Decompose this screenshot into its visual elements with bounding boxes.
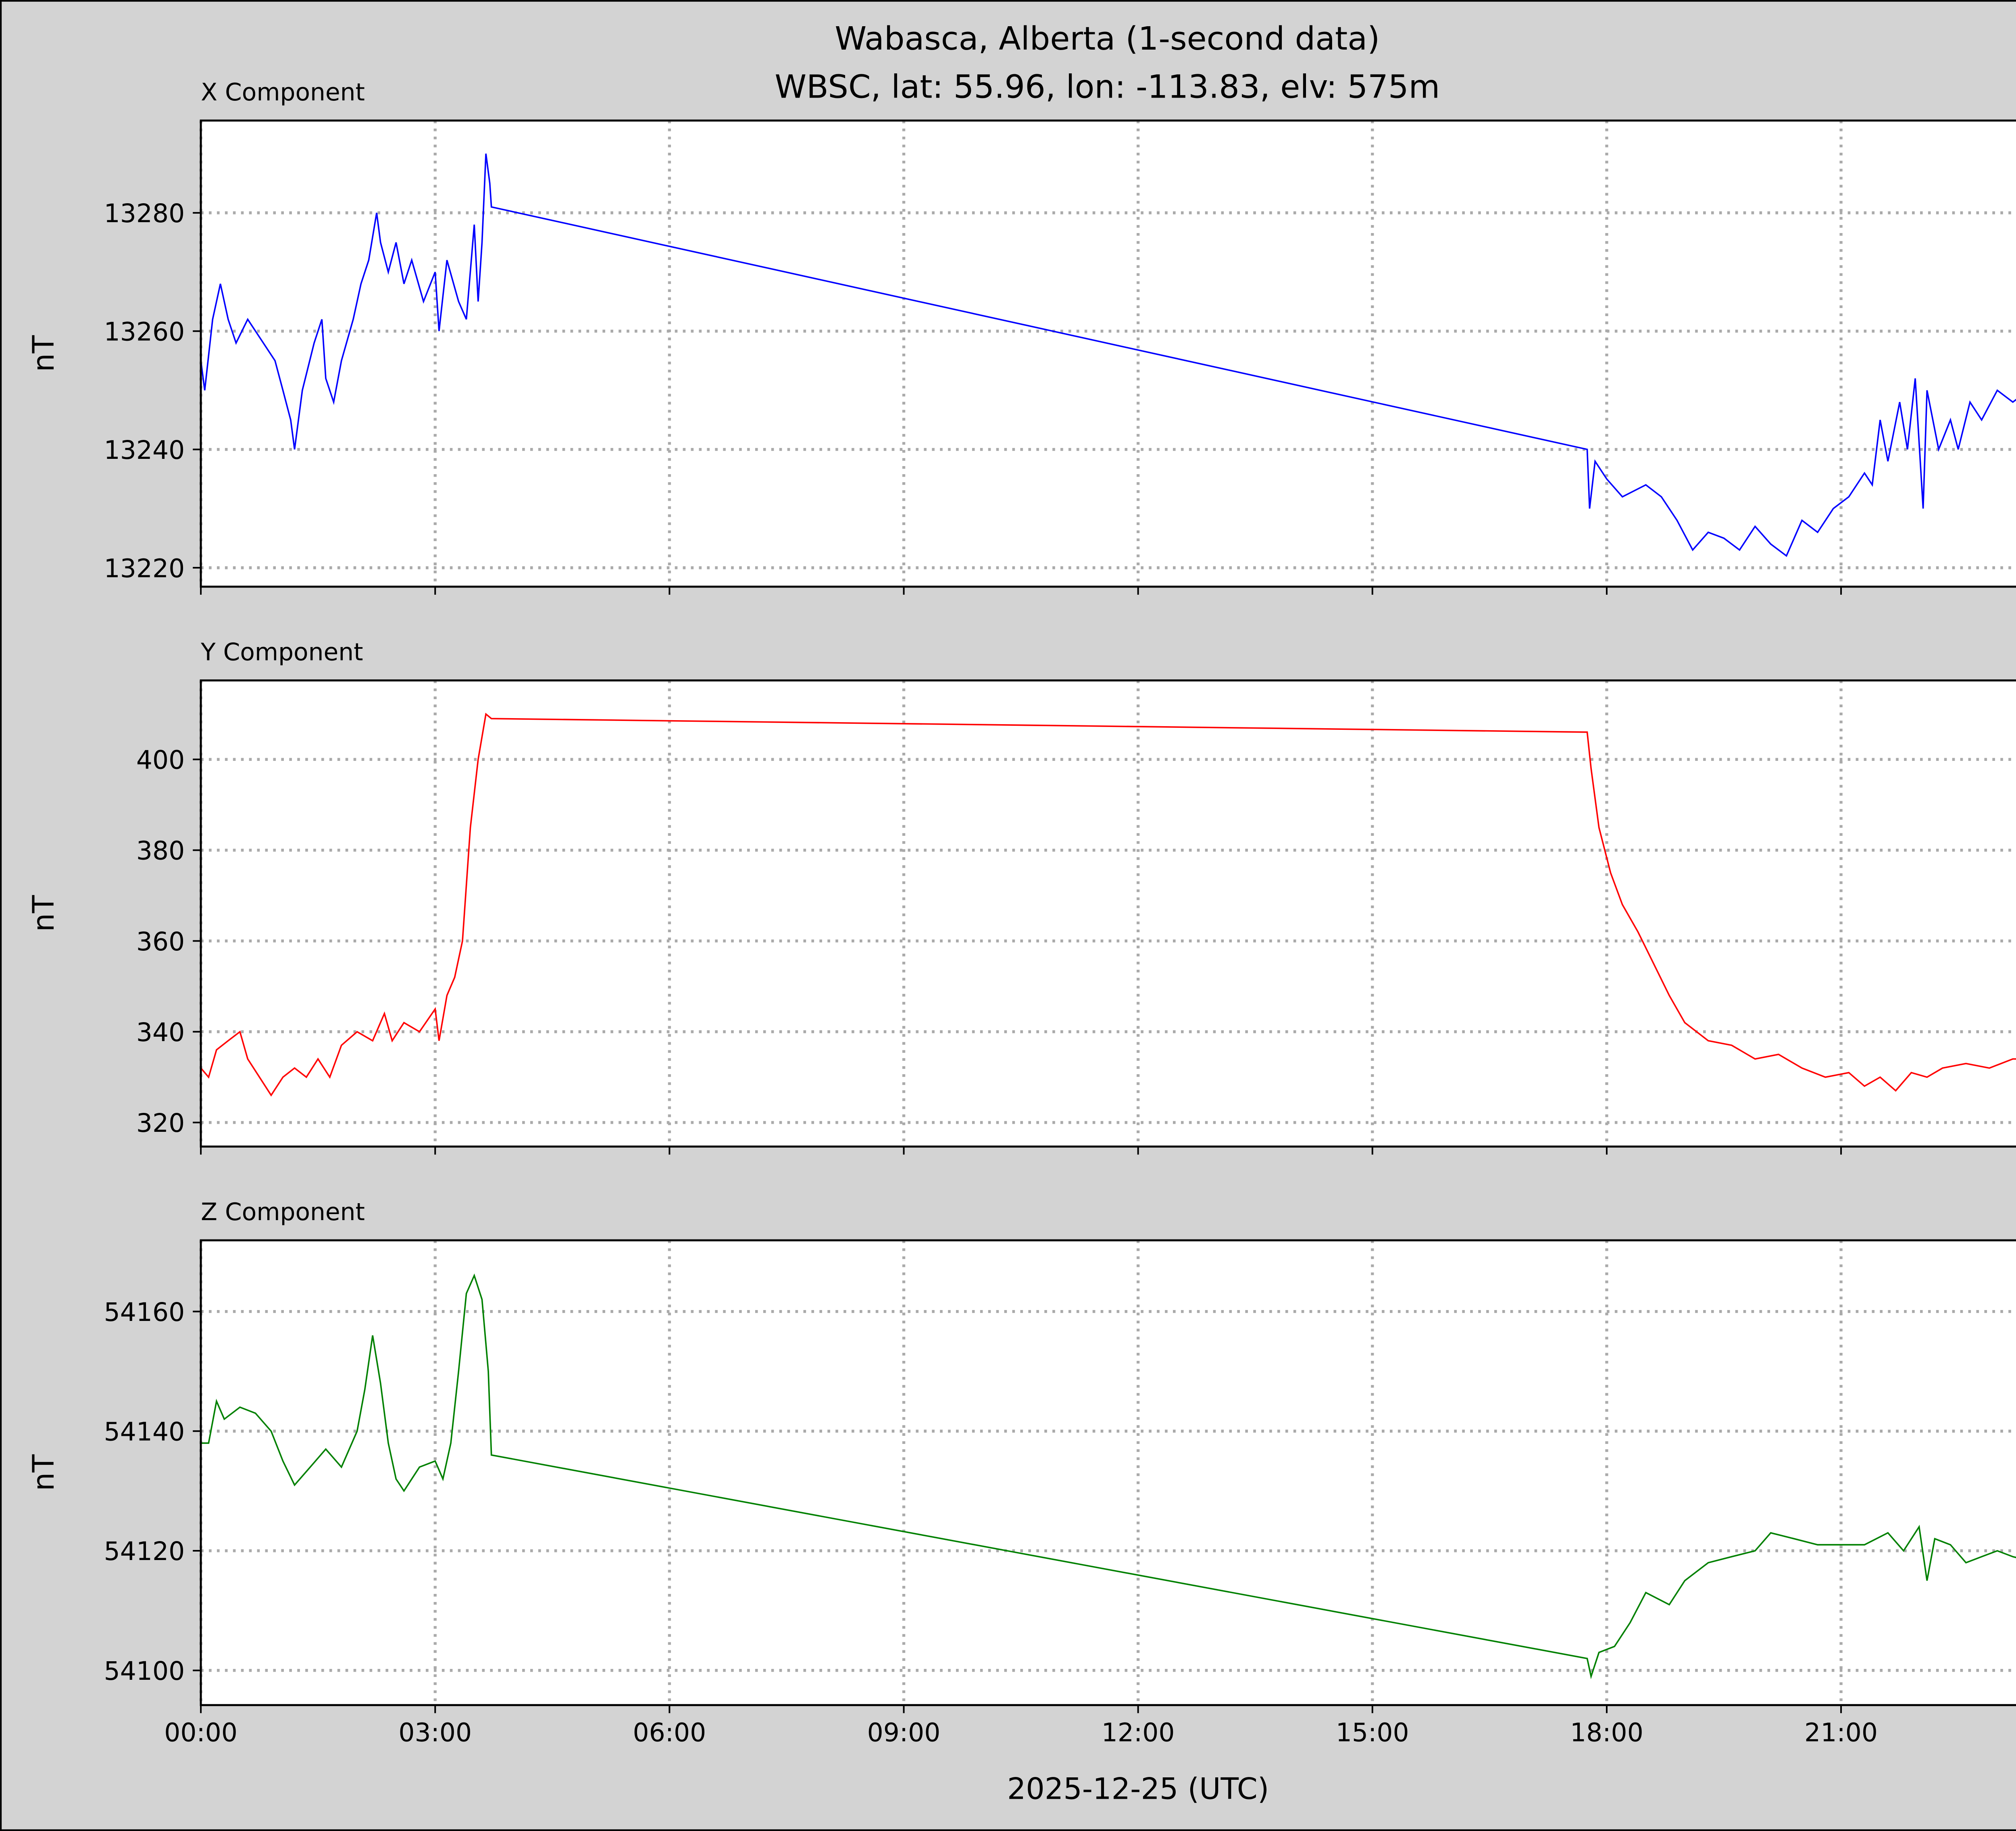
x-tick-label: 15:00	[1336, 1717, 1409, 1747]
x-axis-label: 2025-12-25 (UTC)	[1007, 1772, 1269, 1806]
panel-z-component: Z Component nT 00:00 03:00 06:00 09:00 12:00 15…	[27, 1198, 2016, 1747]
y-tick-label: 13280	[104, 198, 185, 228]
y-tick-label: 54100	[104, 1656, 185, 1686]
plot-frame	[200, 1239, 2016, 1706]
x-tick-label: 06:00	[633, 1717, 706, 1747]
y-tick-label: 340	[136, 1017, 185, 1047]
x-tick-label: 09:00	[867, 1717, 941, 1747]
y-tick-label: 13260	[104, 317, 185, 346]
y-tick-label: 400	[136, 745, 185, 775]
chart-subtitle: WBSC, lat: 55.96, lon: -113.83, elv: 575…	[775, 68, 1440, 105]
plot-frame	[200, 119, 2016, 588]
series-line	[200, 153, 2016, 557]
plot-area	[201, 120, 2016, 587]
series-line	[200, 712, 2016, 1097]
y-tick-label: 13220	[104, 553, 185, 583]
x-tick-label: 00:00	[164, 1717, 237, 1747]
y-tick-label: 54160	[104, 1297, 185, 1327]
panel-title: Y Component	[200, 639, 363, 667]
panel-x-component: X Component nT 13220 13240 13260 13280	[27, 79, 2016, 595]
y-tick-label: 380	[136, 836, 185, 866]
series-line	[201, 1273, 2016, 1679]
y-axis-label: nT	[27, 895, 61, 932]
panel-title: Z Component	[201, 1198, 365, 1226]
x-tick-label: 18:00	[1570, 1717, 1643, 1747]
x-tick-label: 21:00	[1804, 1717, 1878, 1747]
y-axis-label: nT	[27, 335, 61, 372]
plot-frame	[200, 679, 2016, 1148]
y-tick-label: 13240	[104, 435, 185, 465]
y-tick-label: 54120	[104, 1536, 185, 1566]
plot-area	[201, 680, 2016, 1147]
plot-area	[201, 1240, 2016, 1705]
x-tick-label: 03:00	[398, 1717, 472, 1747]
y-tick-label: 320	[136, 1108, 185, 1138]
panel-y-component: Y Component nT 320 340 360 380 400	[27, 639, 2016, 1155]
y-tick-label: 54140	[104, 1417, 185, 1447]
x-tick-label: 12:00	[1102, 1717, 1175, 1747]
panel-title: X Component	[201, 79, 365, 106]
chart-title: Wabasca, Alberta (1-second data)	[835, 20, 1380, 57]
y-tick-label: 360	[136, 927, 185, 956]
y-axis-label: nT	[27, 1454, 61, 1491]
panels: X Component nT 13220 13240 13260 13280 Y Compo…	[27, 79, 2016, 1747]
